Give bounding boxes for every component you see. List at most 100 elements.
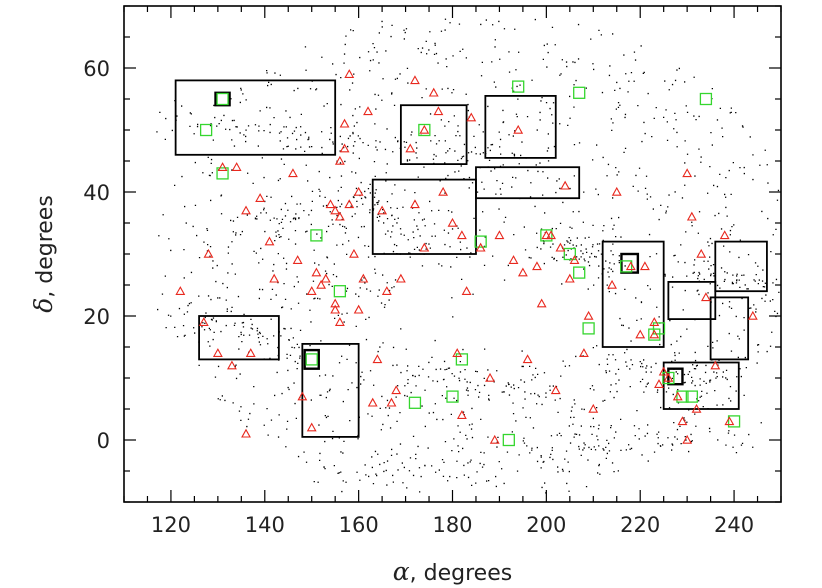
region-box xyxy=(714,240,768,293)
triangle-marker xyxy=(395,273,406,283)
triangle-marker xyxy=(288,168,298,178)
triangle-marker xyxy=(334,317,345,326)
square-marker xyxy=(333,285,347,298)
triangle-marker xyxy=(269,273,280,283)
triangle-marker xyxy=(217,162,228,171)
square-marker xyxy=(685,390,698,403)
triangle-marker xyxy=(358,273,369,283)
triangle-marker xyxy=(654,379,664,388)
triangle-marker xyxy=(663,372,674,382)
triangle-marker xyxy=(508,255,519,264)
y-tick-label: 40 xyxy=(83,181,110,205)
triangle-marker xyxy=(569,255,580,264)
triangle-marker xyxy=(255,193,266,202)
square-marker xyxy=(727,415,741,428)
square-marker xyxy=(699,92,713,106)
region-box xyxy=(174,79,337,156)
y-axis-symbol: δ xyxy=(29,298,58,313)
triangle-marker xyxy=(564,273,575,283)
square-marker xyxy=(540,229,553,242)
region-box xyxy=(709,296,750,361)
square-marker xyxy=(199,123,213,137)
triangle-marker xyxy=(546,230,556,240)
triangle-marker xyxy=(536,298,547,308)
triangle-marker xyxy=(555,242,566,252)
region-box xyxy=(667,367,684,386)
triangle-marker xyxy=(306,422,317,432)
x-tick-label: 200 xyxy=(526,513,566,537)
region-box xyxy=(662,361,740,410)
square-marker xyxy=(305,353,318,366)
triangle-marker xyxy=(410,75,420,85)
x-tick-label: 140 xyxy=(245,513,285,537)
triangle-marker xyxy=(330,304,341,314)
triangle-marker xyxy=(241,428,251,438)
square-marker xyxy=(512,80,525,93)
triangle-marker xyxy=(658,366,669,376)
region-box xyxy=(399,104,468,165)
square-marker xyxy=(573,86,586,99)
square-marker xyxy=(573,266,586,279)
triangle-marker xyxy=(320,273,331,283)
triangle-marker xyxy=(306,286,317,295)
triangle-marker xyxy=(607,279,617,289)
triangle-marker xyxy=(316,279,327,289)
square-marker xyxy=(216,167,229,180)
square-marker xyxy=(502,433,515,447)
triangle-marker xyxy=(344,199,355,209)
x-tick-label: 120 xyxy=(151,513,191,537)
red-triangle-markers xyxy=(175,69,758,444)
triangle-marker xyxy=(696,248,707,258)
triangle-marker xyxy=(517,267,528,277)
triangle-marker xyxy=(339,118,350,128)
region-box xyxy=(198,315,280,361)
triangle-marker xyxy=(522,354,533,364)
region-box xyxy=(214,91,231,107)
triangle-marker xyxy=(372,354,383,364)
x-tick-label: 220 xyxy=(620,513,660,537)
x-axis-symbol: α xyxy=(393,557,410,586)
triangle-marker xyxy=(625,261,636,271)
triangle-marker xyxy=(349,248,359,258)
triangle-marker xyxy=(649,329,660,339)
triangle-marker xyxy=(428,87,439,97)
plot-area xyxy=(124,6,781,502)
x-tick-labels: 120 140 160 180 200 220 240 xyxy=(151,513,754,537)
triangle-marker xyxy=(344,69,355,78)
axis-ticks xyxy=(123,5,782,503)
region-boxes xyxy=(174,79,768,438)
triangle-marker xyxy=(588,403,599,413)
triangle-marker xyxy=(198,317,209,326)
triangle-marker xyxy=(339,143,350,153)
triangle-marker xyxy=(639,261,650,271)
triangle-marker xyxy=(700,292,711,302)
triangle-marker xyxy=(489,434,500,444)
triangle-marker xyxy=(330,205,341,215)
square-marker xyxy=(648,328,661,341)
x-axis-unit: , degrees xyxy=(410,561,513,586)
square-marker xyxy=(216,92,229,106)
triangle-marker xyxy=(175,286,186,295)
triangle-marker xyxy=(677,416,688,426)
triangle-marker xyxy=(386,397,397,407)
square-marker xyxy=(652,322,666,335)
triangle-marker xyxy=(410,199,420,209)
region-box xyxy=(301,342,360,438)
x-axis-label: α, degrees xyxy=(393,557,512,586)
triangle-marker xyxy=(212,348,223,357)
triangle-marker xyxy=(550,385,561,395)
triangle-marker xyxy=(452,348,463,357)
square-marker xyxy=(619,260,633,273)
triangle-marker xyxy=(560,180,571,190)
triangle-marker xyxy=(419,124,430,134)
triangle-marker xyxy=(719,230,730,240)
triangle-marker xyxy=(292,255,303,264)
y-axis-label: δ, degrees xyxy=(29,195,58,313)
triangle-marker xyxy=(405,143,416,153)
y-tick-label: 20 xyxy=(83,305,110,329)
triangle-marker xyxy=(747,310,758,320)
triangle-marker xyxy=(433,106,444,116)
triangle-marker xyxy=(334,155,345,165)
region-box xyxy=(667,280,717,320)
